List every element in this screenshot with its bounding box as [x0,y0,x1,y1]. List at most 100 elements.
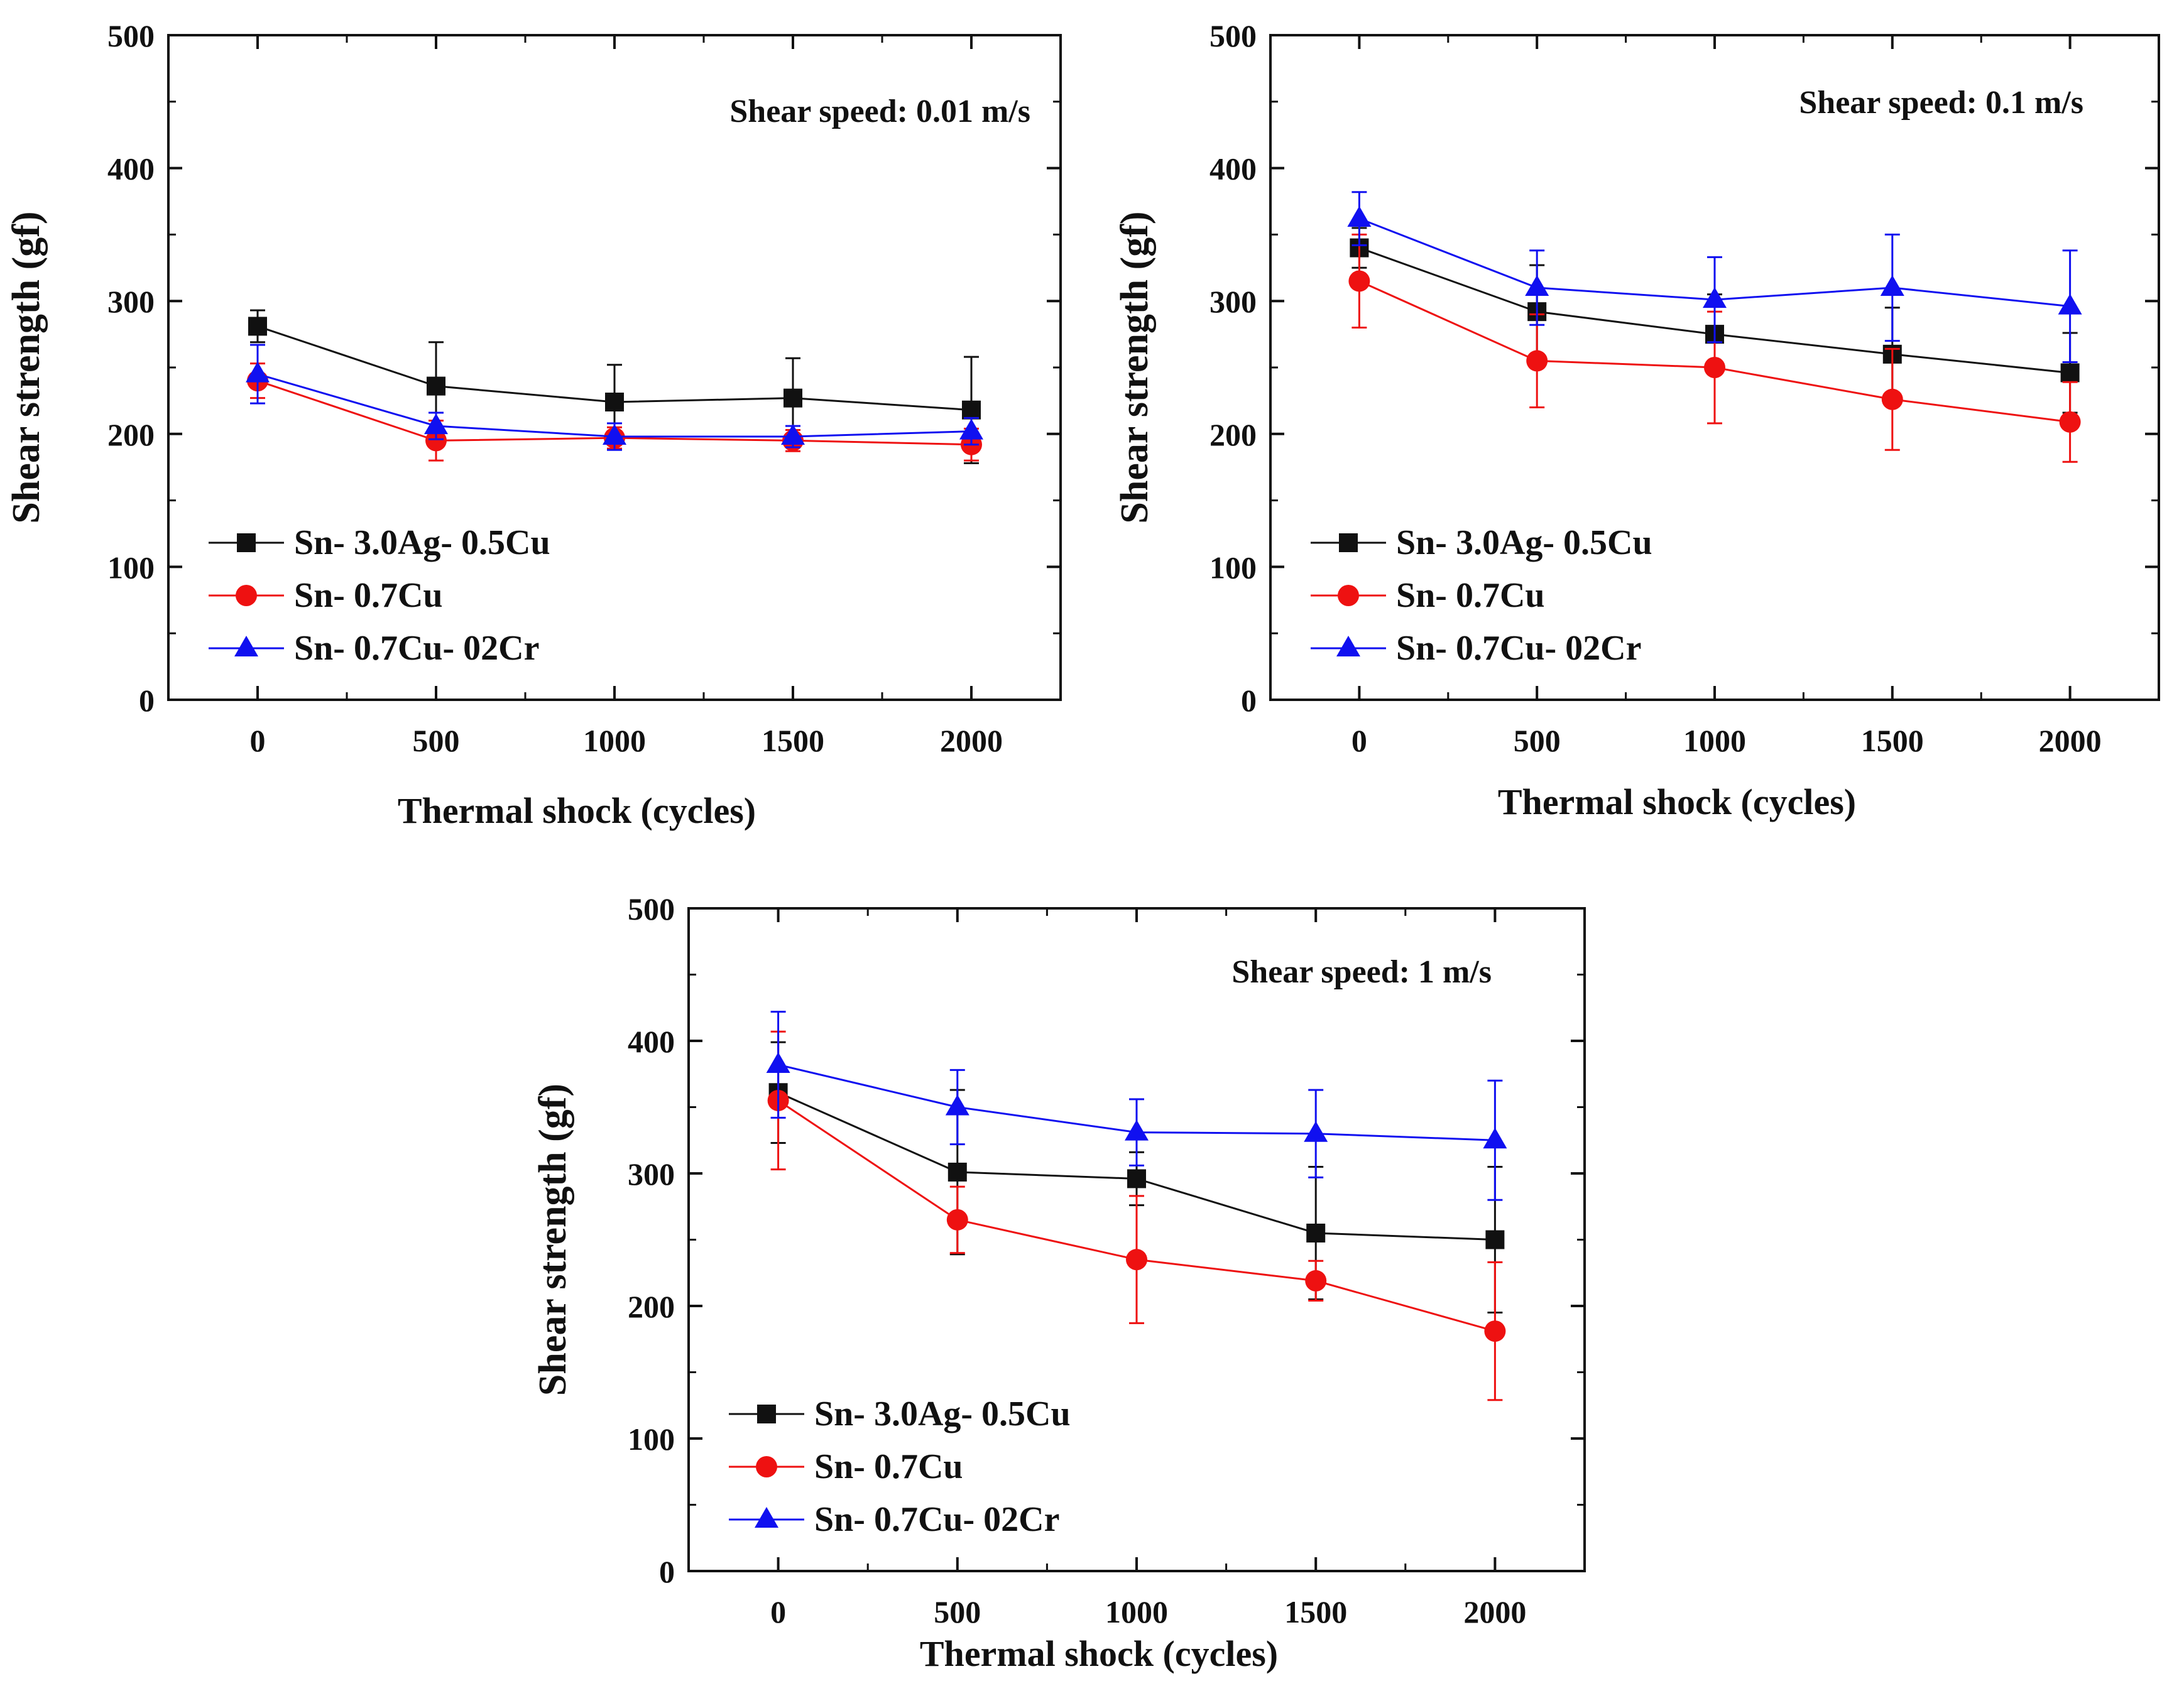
data-point-circle [1348,270,1370,292]
x-tick-label: 2000 [1463,1594,1526,1629]
y-axis-label: Shear strength (gf) [1113,211,1156,523]
data-point-square [784,388,802,408]
x-tick-label: 1000 [583,723,646,758]
x-tick-label: 2000 [2039,723,2102,758]
y-tick-label: 400 [628,1024,675,1059]
y-tick-label: 500 [107,18,155,53]
x-tick-label: 500 [413,723,460,758]
series-3 [766,1011,1507,1201]
legend-label: Sn- 0.7Cu- 02Cr [814,1500,1059,1539]
y-tick-label: 500 [628,891,675,927]
legend-label: Sn- 3.0Ag- 0.5Cu [814,1395,1071,1433]
data-point-circle [946,1209,968,1231]
series-2 [1348,233,2081,463]
x-tick-label: 500 [934,1594,981,1629]
legend-label: Sn- 3.0Ag- 0.5Cu [294,523,550,562]
series-3 [1347,191,2082,364]
data-point-triangle [1483,1128,1507,1149]
y-tick-label: 300 [628,1156,675,1192]
x-tick-label: 1500 [762,723,824,758]
legend-label: Sn- 0.7Cu- 02Cr [294,629,539,668]
series-1 [248,309,981,464]
data-point-triangle [1880,275,1904,296]
x-tick-label: 2000 [940,723,1003,758]
chart-title: Shear speed: 1 m/s [1231,954,1492,990]
data-point-square [427,376,445,396]
y-tick-label: 100 [1209,550,1257,585]
x-axis-label: Thermal shock (cycles) [398,790,756,831]
data-point-square [248,317,267,336]
y-tick-label: 200 [1209,417,1257,452]
data-point-circle [1484,1320,1506,1342]
data-point-triangle [234,636,258,656]
data-point-triangle [1525,275,1549,296]
data-point-circle [1126,1249,1147,1271]
data-point-square [2060,363,2080,383]
data-point-triangle [1703,287,1727,308]
x-tick-label: 500 [1514,723,1561,758]
y-tick-label: 300 [1209,284,1257,319]
data-point-circle [1704,357,1725,378]
y-axis-label: Shear strength (gf) [532,1084,574,1396]
data-point-triangle [1336,636,1360,656]
y-axis-label: Shear strength (gf) [5,211,48,523]
data-point-circle [1305,1270,1327,1292]
data-point-triangle [246,361,270,383]
data-point-circle [1526,350,1548,372]
y-tick-label: 500 [1209,18,1257,53]
y-tick-label: 0 [139,683,155,718]
data-point-square [1127,1169,1146,1188]
x-tick-label: 0 [770,1594,786,1629]
chart-title: Shear speed: 0.1 m/s [1799,85,2083,121]
data-point-square [1306,1223,1326,1243]
data-point-triangle [1347,206,1372,227]
y-tick-label: 100 [628,1422,675,1457]
y-tick-label: 0 [659,1554,675,1589]
data-point-triangle [2058,293,2082,315]
data-point-triangle [766,1052,790,1073]
legend-label: Sn- 0.7Cu [1396,576,1545,615]
chart-title: Shear speed: 0.01 m/s [729,94,1030,129]
series-2 [767,1030,1506,1401]
chart-panel-3: 0 100 200 300 400 500 0 500 1000 1500 2000 Thermal … [532,891,1586,1674]
series-3 [246,344,983,451]
y-tick-label: 200 [107,417,155,452]
data-point-triangle [945,1094,969,1116]
data-point-triangle [1304,1121,1328,1142]
legend: Sn- 3.0Ag- 0.5Cu Sn- 0.7Cu Sn- 0.7Cu- 02Cr [209,523,550,668]
data-point-triangle [603,424,626,445]
x-tick-label: 1500 [1861,723,1924,758]
data-point-circle [236,585,257,606]
y-tick-label: 300 [107,284,155,319]
x-tick-label: 1500 [1284,1594,1347,1629]
data-point-square [757,1405,776,1423]
legend: Sn- 3.0Ag- 0.5Cu Sn- 0.7Cu Sn- 0.7Cu- 02Cr [1311,523,1652,668]
x-axis-label: Thermal shock (cycles) [1498,781,1856,822]
y-tick-label: 0 [1241,683,1257,718]
data-point-square [1339,533,1358,552]
x-tick-label: 0 [1351,723,1367,758]
y-tick-label: 400 [1209,151,1257,187]
data-point-triangle [959,418,983,440]
x-axis-label: Thermal shock (cycles) [920,1633,1278,1674]
x-tick-label: 1000 [1683,723,1746,758]
data-point-square [605,393,624,412]
data-point-square [1485,1230,1505,1249]
data-point-circle [425,430,447,452]
x-tick-label: 1000 [1105,1594,1168,1629]
data-point-circle [1881,388,1903,410]
data-point-triangle [755,1507,778,1528]
chart-panel-1: 0 100 200 300 400 500 0 500 1000 1500 2000 Thermal … [5,18,1062,831]
data-point-circle [2059,411,2081,433]
x-tick-label: 0 [250,723,266,758]
data-point-triangle [424,413,448,435]
y-tick-label: 400 [107,151,155,187]
data-point-triangle [1125,1119,1149,1141]
data-point-square [237,533,256,552]
data-point-square [947,1162,967,1182]
y-tick-label: 200 [628,1289,675,1324]
legend-label: Sn- 0.7Cu- 02Cr [1396,629,1641,668]
data-point-circle [1338,585,1359,606]
legend-label: Sn- 0.7Cu [814,1447,963,1486]
